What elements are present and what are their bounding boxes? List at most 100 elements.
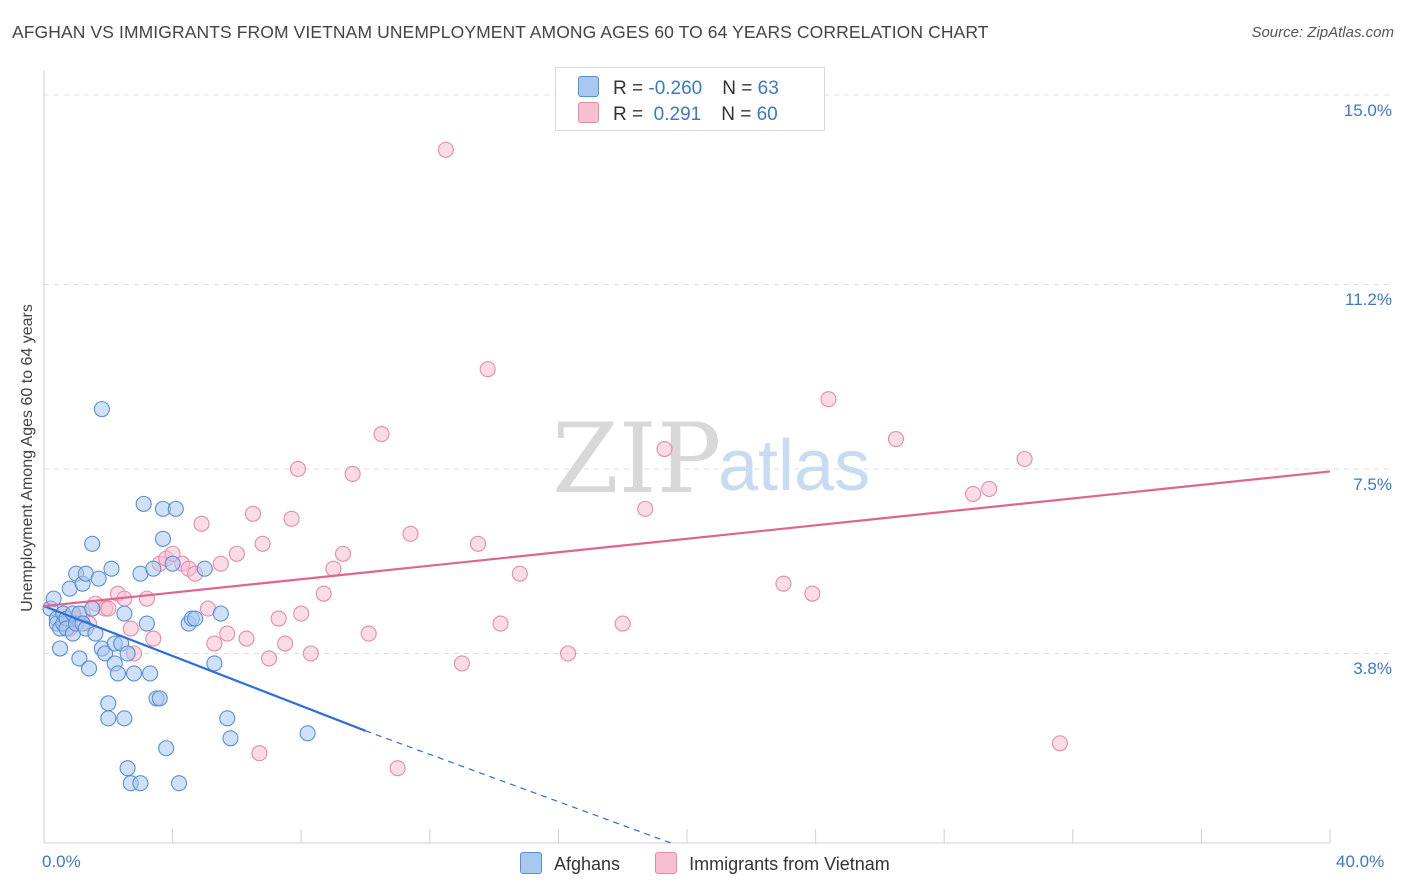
vietnam-trend-line [43, 470, 1331, 608]
n-label: N = [721, 104, 757, 125]
vietnam-point [145, 630, 162, 647]
vietnam-point [437, 141, 454, 158]
afghan-point [219, 710, 236, 727]
afghan-point [145, 560, 162, 577]
y-tick-label: 3.8% [1353, 659, 1392, 679]
afghan-point [151, 690, 168, 707]
afghan-point [158, 740, 175, 757]
afghan-point [187, 610, 204, 627]
correlation-legend: R = -0.260 N = 63 R = 0.291 N = 60 [555, 67, 825, 131]
vietnam-point [219, 625, 236, 642]
vietnam-point [981, 480, 998, 497]
legend-label-vietnam: Immigrants from Vietnam [689, 854, 890, 874]
vietnam-point [270, 610, 287, 627]
legend-item-afghans[interactable]: Afghans [520, 852, 620, 875]
vietnam-point [1051, 735, 1068, 752]
vietnam-point [965, 485, 982, 502]
afghan-point [97, 645, 114, 662]
afghan-point [100, 695, 117, 712]
watermark: ZIP atlas [552, 403, 870, 515]
afghan-point [84, 535, 101, 552]
legend-row-afghans: R = -0.260 N = 63 [578, 76, 779, 102]
legend-item-vietnam[interactable]: Immigrants from Vietnam [655, 852, 890, 875]
vietnam-point [389, 760, 406, 777]
vietnam-point [1016, 450, 1033, 468]
gridlines [44, 94, 1390, 654]
vietnam-point [492, 615, 509, 632]
afghan-point [109, 665, 126, 682]
y-tick-label: 11.2% [1345, 290, 1392, 310]
vietnam-point [820, 391, 837, 408]
legend-swatch-blue [578, 76, 599, 97]
afghan-point [212, 605, 229, 622]
afghan-point [167, 500, 184, 517]
afghan-point [116, 605, 133, 622]
afghan-point [119, 645, 136, 662]
afghan-point [299, 725, 316, 742]
vietnam-point [344, 465, 361, 483]
afghan-point [138, 615, 155, 632]
afghan-point [222, 730, 239, 747]
vietnam-point [479, 361, 496, 378]
vietnam-point [244, 505, 262, 522]
n-value-vietnam: 60 [756, 104, 778, 125]
afghan-point [93, 401, 110, 418]
vietnam-point [206, 635, 223, 652]
afghan-point [132, 775, 149, 792]
afghan-point [125, 665, 143, 682]
r-label: R = [613, 104, 649, 125]
vietnam-point [289, 460, 307, 478]
r-value-vietnam: 0.291 [648, 104, 702, 125]
vietnam-point [193, 515, 210, 532]
x-tick-min: 0.0% [42, 852, 81, 871]
afghan-point [206, 655, 223, 672]
vietnam-point [283, 510, 300, 527]
vietnam-point [887, 430, 905, 448]
vietnam-point [453, 655, 471, 672]
vietnam-point [293, 605, 310, 622]
vietnam-point [804, 585, 821, 602]
vietnam-point [334, 545, 352, 562]
vietnam-point [228, 545, 245, 562]
afghan-point [52, 640, 69, 657]
vietnam-point [277, 635, 294, 652]
y-axis-label: Unemployment Among Ages 60 to 64 years [19, 304, 36, 612]
afghan-trend-extension [365, 730, 672, 844]
r-value-afghans: -0.260 [648, 78, 703, 99]
y-tick-label: 7.5% [1353, 474, 1392, 494]
vietnam-point [122, 620, 139, 637]
vietnam-point [325, 560, 342, 577]
afghan-point [154, 530, 172, 547]
n-label: N = [722, 78, 758, 99]
afghan-point [103, 560, 120, 577]
legend-swatch-pink [578, 102, 599, 123]
afghan-point [142, 665, 159, 682]
source-credit: Source: ZipAtlas.com [1251, 24, 1394, 41]
afghan-trend-line [43, 605, 366, 732]
afghan-point [164, 555, 181, 572]
vietnam-point [315, 585, 332, 602]
vietnam-point [373, 426, 390, 443]
afghan-point [116, 710, 133, 727]
series-legend: Afghans Immigrants from Vietnam [520, 852, 920, 875]
vietnam-point [138, 590, 155, 607]
afghan-point [119, 760, 136, 777]
vietnam-point [511, 565, 528, 582]
vietnam-point [100, 600, 117, 617]
vietnam-point [251, 745, 268, 762]
legend-swatch-afghans [520, 852, 542, 874]
vietnam-point [614, 615, 631, 632]
y-tick-label: 15.0% [1343, 100, 1392, 120]
legend-row-vietnam: R = 0.291 N = 60 [578, 102, 778, 128]
vietnam-point [302, 645, 319, 662]
afghan-point [84, 600, 101, 617]
chart-title: AFGHAN VS IMMIGRANTS FROM VIETNAM UNEMPL… [12, 22, 989, 42]
afghan-point [170, 775, 188, 792]
vietnam-point [260, 650, 278, 667]
r-label: R = [613, 78, 649, 99]
vietnam-point [637, 500, 654, 517]
vietnam-point [656, 440, 673, 458]
afghan-point [135, 495, 152, 512]
vietnam-point [238, 630, 255, 647]
